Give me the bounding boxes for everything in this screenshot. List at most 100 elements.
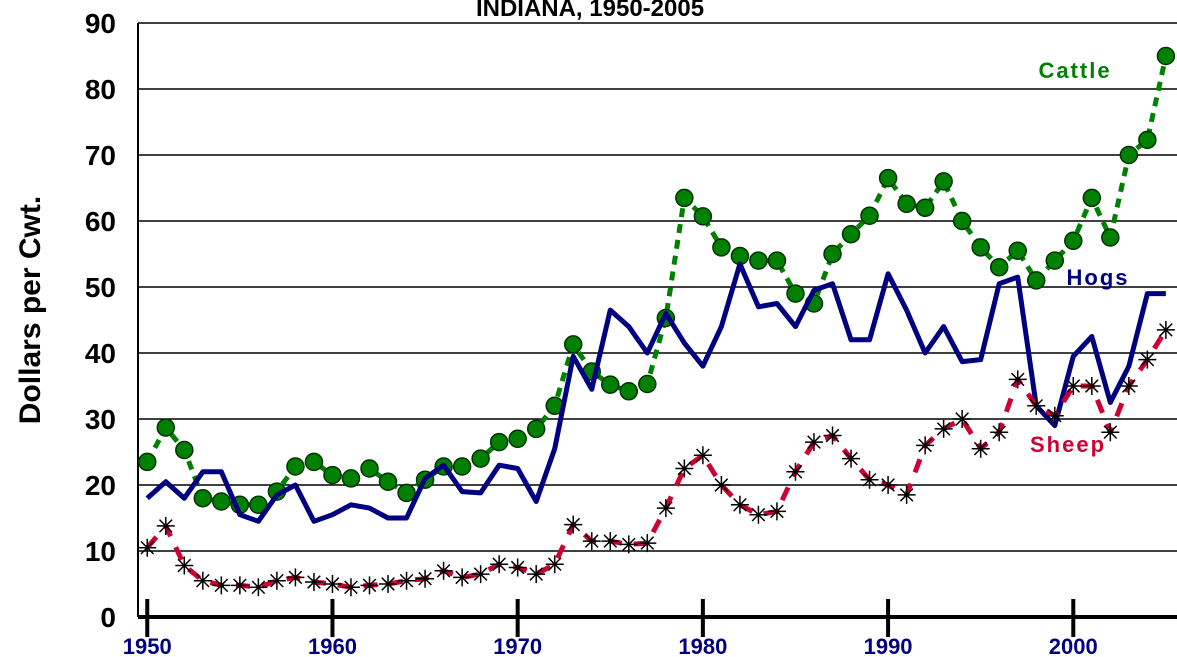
marker [989, 257, 1009, 277]
marker [452, 457, 472, 476]
marker [1045, 251, 1065, 270]
chart-title: INDIANA, 1950-2005 [476, 0, 704, 22]
marker [841, 224, 861, 244]
marker [193, 571, 212, 590]
marker [675, 188, 694, 208]
x-tick-label: 1980 [678, 634, 727, 657]
marker [601, 532, 620, 551]
y-tick-label: 60 [85, 206, 116, 237]
x-tick-label: 1990 [864, 634, 913, 657]
marker [767, 502, 786, 521]
marker [712, 476, 731, 494]
marker [971, 439, 990, 458]
marker [341, 469, 361, 488]
marker [767, 251, 787, 270]
series-label: Cattle [1038, 58, 1111, 83]
marker [804, 433, 823, 452]
series-label: Sheep [1030, 432, 1106, 457]
y-tick-label: 50 [85, 272, 116, 303]
marker [1008, 241, 1027, 260]
marker [453, 568, 472, 587]
marker [730, 495, 749, 514]
marker [619, 535, 638, 554]
marker [823, 426, 842, 445]
marker [526, 419, 546, 439]
marker [1064, 377, 1083, 395]
marker [952, 211, 972, 231]
marker [638, 374, 657, 394]
marker [638, 534, 657, 553]
y-tick-label: 90 [85, 8, 116, 39]
marker [489, 432, 509, 452]
marker [230, 576, 249, 595]
marker [471, 449, 490, 468]
marker [323, 575, 342, 593]
marker [286, 568, 305, 587]
marker [953, 410, 972, 428]
marker [693, 446, 712, 465]
marker [175, 556, 194, 575]
x-tick-label: 1970 [493, 634, 542, 657]
marker [1008, 370, 1027, 389]
x-tick-label: 1960 [308, 634, 357, 657]
marker [379, 575, 398, 593]
marker [916, 436, 935, 455]
marker [1101, 228, 1120, 247]
marker [138, 538, 157, 557]
marker [712, 238, 731, 257]
marker [693, 207, 713, 226]
y-axis-label: Dollars per Cwt. [14, 196, 47, 424]
marker [304, 452, 324, 472]
marker [1119, 377, 1138, 395]
marker [601, 375, 620, 394]
marker [656, 499, 675, 518]
marker [915, 198, 935, 218]
marker [490, 555, 509, 574]
marker [860, 470, 879, 489]
marker [508, 429, 527, 449]
y-tick-label: 70 [85, 140, 116, 171]
marker [304, 573, 323, 592]
marker [860, 206, 879, 225]
marker [879, 476, 898, 494]
marker [249, 578, 268, 597]
marker [842, 449, 861, 468]
marker [786, 462, 805, 481]
marker [823, 244, 842, 264]
marker [156, 418, 176, 437]
x-tick-label: 1950 [123, 634, 172, 657]
marker [1138, 350, 1157, 369]
series-line [145, 261, 1166, 524]
marker [508, 558, 527, 577]
marker [1064, 231, 1083, 251]
marker [786, 284, 805, 303]
marker [1026, 271, 1046, 290]
y-tick-label: 10 [85, 536, 116, 567]
marker [675, 459, 694, 478]
marker [1027, 396, 1046, 415]
y-tick-label: 20 [85, 470, 116, 501]
marker [416, 569, 435, 588]
marker [1082, 377, 1101, 395]
marker [1138, 130, 1157, 150]
marker [897, 485, 916, 504]
y-tick-label: 80 [85, 74, 116, 105]
marker [1045, 406, 1064, 425]
y-tick-label: 30 [85, 404, 116, 435]
marker [1101, 423, 1120, 442]
marker [138, 452, 157, 472]
marker [545, 555, 564, 574]
marker [582, 532, 601, 551]
marker [990, 423, 1009, 442]
marker [212, 492, 231, 511]
marker [434, 561, 453, 580]
marker [267, 571, 286, 590]
marker [1156, 46, 1176, 66]
marker [360, 459, 379, 478]
marker [249, 495, 268, 515]
marker [1156, 320, 1175, 339]
marker [749, 505, 768, 524]
series-label: Hogs [1067, 265, 1130, 290]
marker [397, 483, 416, 503]
